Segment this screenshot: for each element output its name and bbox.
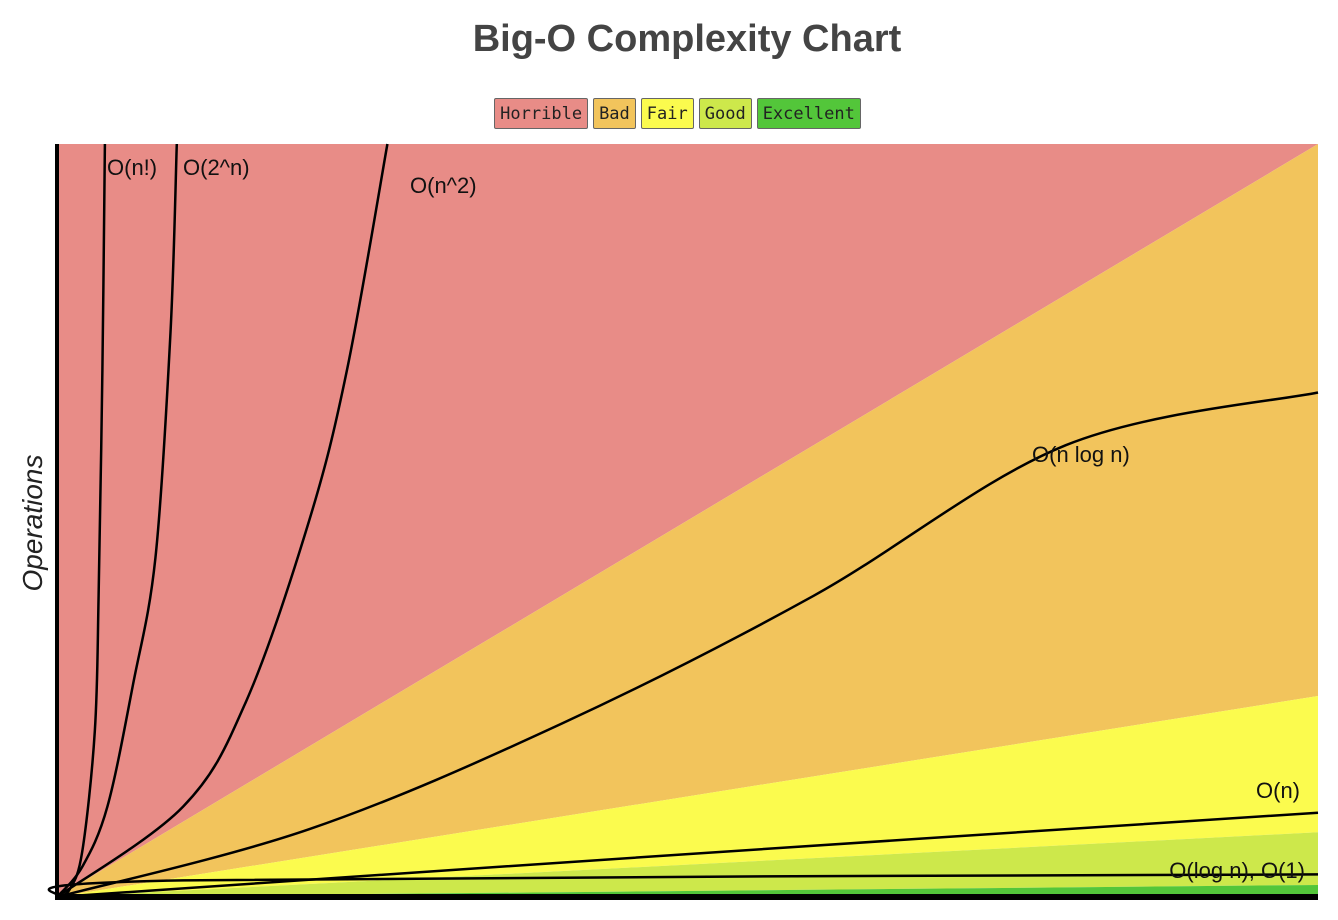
- series-line-o-n-2: [56, 143, 389, 899]
- legend-item-good: Good: [698, 98, 752, 129]
- legend-item-bad: Bad: [593, 98, 636, 129]
- series-label-o-n-2: O(n^2): [410, 173, 477, 198]
- series-label-o-n: O(n): [1256, 778, 1300, 803]
- legend-item-horrible: Horrible: [494, 98, 589, 129]
- regions-layer: [57, 144, 1318, 897]
- region-fair: [57, 695, 1318, 897]
- series-label-o-n-log-n: O(n log n): [1032, 442, 1130, 467]
- series-label-o-log-n-o-1: O(log n), O(1): [1169, 858, 1305, 883]
- series-line-o-n: [56, 811, 1319, 899]
- series-line-o-n-log-n: [56, 391, 1319, 899]
- legend: Horrible Bad Fair Good Excellent: [0, 98, 1338, 129]
- region-excellent: [57, 884, 1318, 897]
- labels-layer: O(n!) O(2^n) O(n^2) O(n log n) O(n) O(log n),…: [107, 155, 1305, 883]
- series-label-o-n: O(n!): [107, 155, 157, 180]
- legend-item-fair: Fair: [640, 98, 694, 129]
- legend-item-excellent: Excellent: [756, 98, 861, 129]
- chart-title: Big-O Complexity Chart: [472, 18, 902, 60]
- series-line-o-2-n: [56, 143, 179, 898]
- axes-layer: [55, 144, 1318, 900]
- series-line-o-log-n-o-1: [47, 873, 1319, 899]
- region-good: [57, 832, 1318, 897]
- region-bad: [57, 144, 1318, 897]
- curves-layer: [47, 143, 1319, 899]
- series-label-o-2-n: O(2^n): [183, 155, 250, 180]
- series-line-o-n: [56, 143, 107, 899]
